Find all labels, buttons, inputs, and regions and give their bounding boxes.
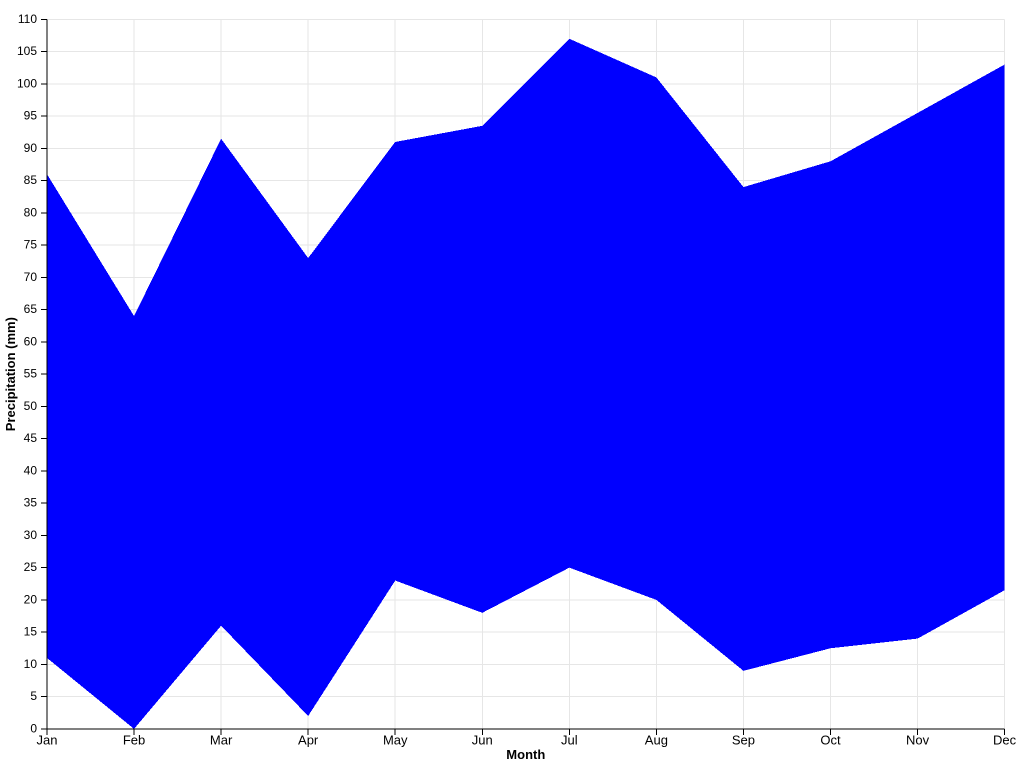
- svg-text:105: 105: [17, 44, 37, 58]
- svg-text:Dec: Dec: [993, 732, 1017, 747]
- svg-text:Jun: Jun: [472, 732, 493, 747]
- svg-text:25: 25: [24, 560, 38, 574]
- svg-text:65: 65: [24, 302, 38, 316]
- svg-text:80: 80: [24, 205, 38, 219]
- svg-text:70: 70: [24, 270, 38, 284]
- svg-text:90: 90: [24, 141, 38, 155]
- svg-text:20: 20: [24, 592, 38, 606]
- svg-text:55: 55: [24, 367, 38, 381]
- svg-text:May: May: [383, 732, 408, 747]
- svg-text:Month: Month: [506, 747, 545, 762]
- svg-text:110: 110: [18, 12, 37, 26]
- svg-text:Mar: Mar: [210, 732, 233, 747]
- svg-text:60: 60: [24, 334, 38, 348]
- svg-text:95: 95: [24, 109, 38, 123]
- svg-text:Feb: Feb: [123, 732, 145, 747]
- svg-text:Jul: Jul: [561, 732, 578, 747]
- svg-text:35: 35: [24, 496, 38, 510]
- svg-text:Precipitation (mm): Precipitation (mm): [3, 317, 18, 431]
- svg-text:Jan: Jan: [37, 732, 58, 747]
- svg-text:Nov: Nov: [906, 732, 930, 747]
- svg-text:50: 50: [24, 399, 38, 413]
- svg-text:Aug: Aug: [645, 732, 668, 747]
- svg-text:45: 45: [24, 431, 38, 445]
- svg-text:5: 5: [30, 689, 37, 703]
- svg-text:15: 15: [24, 625, 38, 639]
- svg-text:30: 30: [24, 528, 38, 542]
- svg-text:10: 10: [24, 657, 38, 671]
- svg-text:85: 85: [24, 173, 38, 187]
- svg-text:Apr: Apr: [298, 732, 319, 747]
- svg-text:75: 75: [24, 238, 38, 252]
- svg-text:Sep: Sep: [732, 732, 755, 747]
- svg-text:Oct: Oct: [820, 732, 841, 747]
- svg-text:40: 40: [24, 463, 38, 477]
- svg-text:100: 100: [17, 76, 37, 90]
